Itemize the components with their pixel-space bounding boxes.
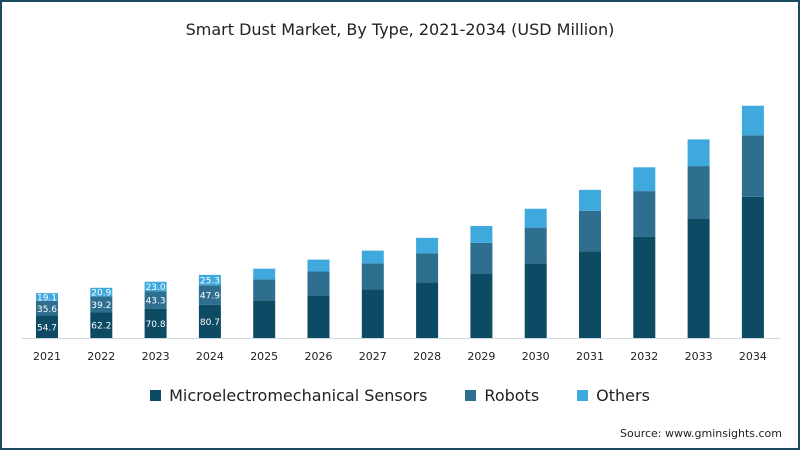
data-label: 35.6 (37, 305, 57, 315)
legend-label: Others (596, 386, 650, 405)
bar-2032-series-1 (633, 191, 656, 237)
x-tick-label: 2029 (467, 350, 495, 363)
data-label: 39.2 (91, 301, 111, 311)
bar-2029-series-1 (470, 242, 493, 274)
x-tick-label: 2022 (87, 350, 115, 363)
bar-2023-series-0 (144, 308, 167, 338)
data-label: 80.7 (200, 318, 220, 328)
bar-2029-series-0 (470, 273, 493, 338)
bar-2025-series-1 (253, 279, 276, 301)
bar-2032-series-2 (633, 167, 656, 192)
bar-2027-series-1 (361, 263, 384, 290)
bar-2025-series-2 (253, 268, 276, 280)
x-tick-label: 2034 (739, 350, 767, 363)
bar-2023-series-1 (144, 291, 167, 309)
bar-2023-series-2 (144, 281, 167, 292)
bar-2026-series-1 (307, 271, 330, 296)
x-tick-label: 2030 (522, 350, 550, 363)
bar-2027-series-0 (361, 289, 384, 338)
data-label: 23.0 (146, 283, 166, 293)
legend-swatch (577, 390, 589, 401)
bar-2025-series-0 (253, 300, 276, 338)
x-tick-label: 2028 (413, 350, 441, 363)
x-tick-label: 2031 (576, 350, 604, 363)
bar-2022-series-0 (90, 312, 113, 338)
bar-2024-series-2 (198, 274, 221, 286)
data-label: 54.7 (37, 323, 57, 333)
bar-2028-series-2 (416, 237, 439, 254)
legend-label: Robots (484, 386, 540, 405)
bar-2030-series-0 (524, 263, 547, 338)
bar-2032-series-0 (633, 236, 656, 338)
legend-swatch (465, 390, 477, 401)
legend-item: Microelectromechanical Sensors (150, 386, 427, 405)
x-tick-label: 2025 (250, 350, 278, 363)
source-note: Source: www.gminsights.com (620, 427, 782, 440)
bar-2028-series-0 (416, 282, 439, 338)
legend-label: Microelectromechanical Sensors (169, 386, 428, 405)
bar-2026-series-2 (307, 259, 330, 272)
bar-2031-series-2 (579, 189, 601, 211)
bar-2028-series-1 (416, 253, 439, 283)
x-tick-label: 2023 (142, 350, 170, 363)
bar-2029-series-2 (470, 225, 493, 243)
bar-2030-series-1 (524, 227, 547, 264)
data-label: 25.3 (200, 277, 220, 287)
data-label: 43.3 (146, 297, 166, 307)
data-label: 20.9 (91, 289, 111, 299)
x-tick-label: 2033 (685, 350, 713, 363)
bar-2033-series-1 (687, 166, 710, 219)
bar-2022-series-2 (90, 287, 113, 297)
chart-title: Smart Dust Market, By Type, 2021-2034 (U… (185, 20, 615, 39)
x-tick-label: 2024 (196, 350, 224, 363)
bar-2024-series-0 (198, 304, 221, 338)
bar-2024-series-1 (198, 285, 221, 305)
bar-2021-series-2 (36, 293, 58, 301)
bar-2030-series-2 (524, 208, 547, 228)
legend-item: Robots (465, 386, 539, 405)
x-tick-label: 2032 (630, 350, 658, 363)
bar-2022-series-1 (90, 296, 113, 313)
data-label: 47.9 (200, 292, 220, 302)
bar-2034-series-1 (741, 135, 764, 197)
x-tick-label: 2026 (305, 350, 333, 363)
bar-2034-series-0 (741, 196, 764, 338)
data-label: 70.8 (146, 320, 166, 330)
bar-2031-series-0 (579, 251, 601, 338)
x-tick-label: 2021 (33, 350, 61, 363)
bar-2027-series-2 (361, 250, 384, 264)
bar-2033-series-0 (687, 219, 710, 338)
data-label: 19.1 (37, 294, 57, 304)
bar-2031-series-1 (579, 210, 601, 252)
bar-2026-series-0 (307, 295, 330, 338)
bar-2021-series-1 (36, 300, 58, 316)
bar-2033-series-2 (687, 139, 710, 167)
bar-2021-series-0 (36, 315, 58, 338)
legend-item: Others (577, 386, 650, 405)
data-label: 62.2 (91, 322, 111, 332)
bar-2034-series-2 (741, 105, 764, 136)
x-tick-label: 2027 (359, 350, 387, 363)
chart-legend: Microelectromechanical Sensors Robots Othe… (0, 386, 800, 405)
legend-swatch (150, 390, 162, 401)
